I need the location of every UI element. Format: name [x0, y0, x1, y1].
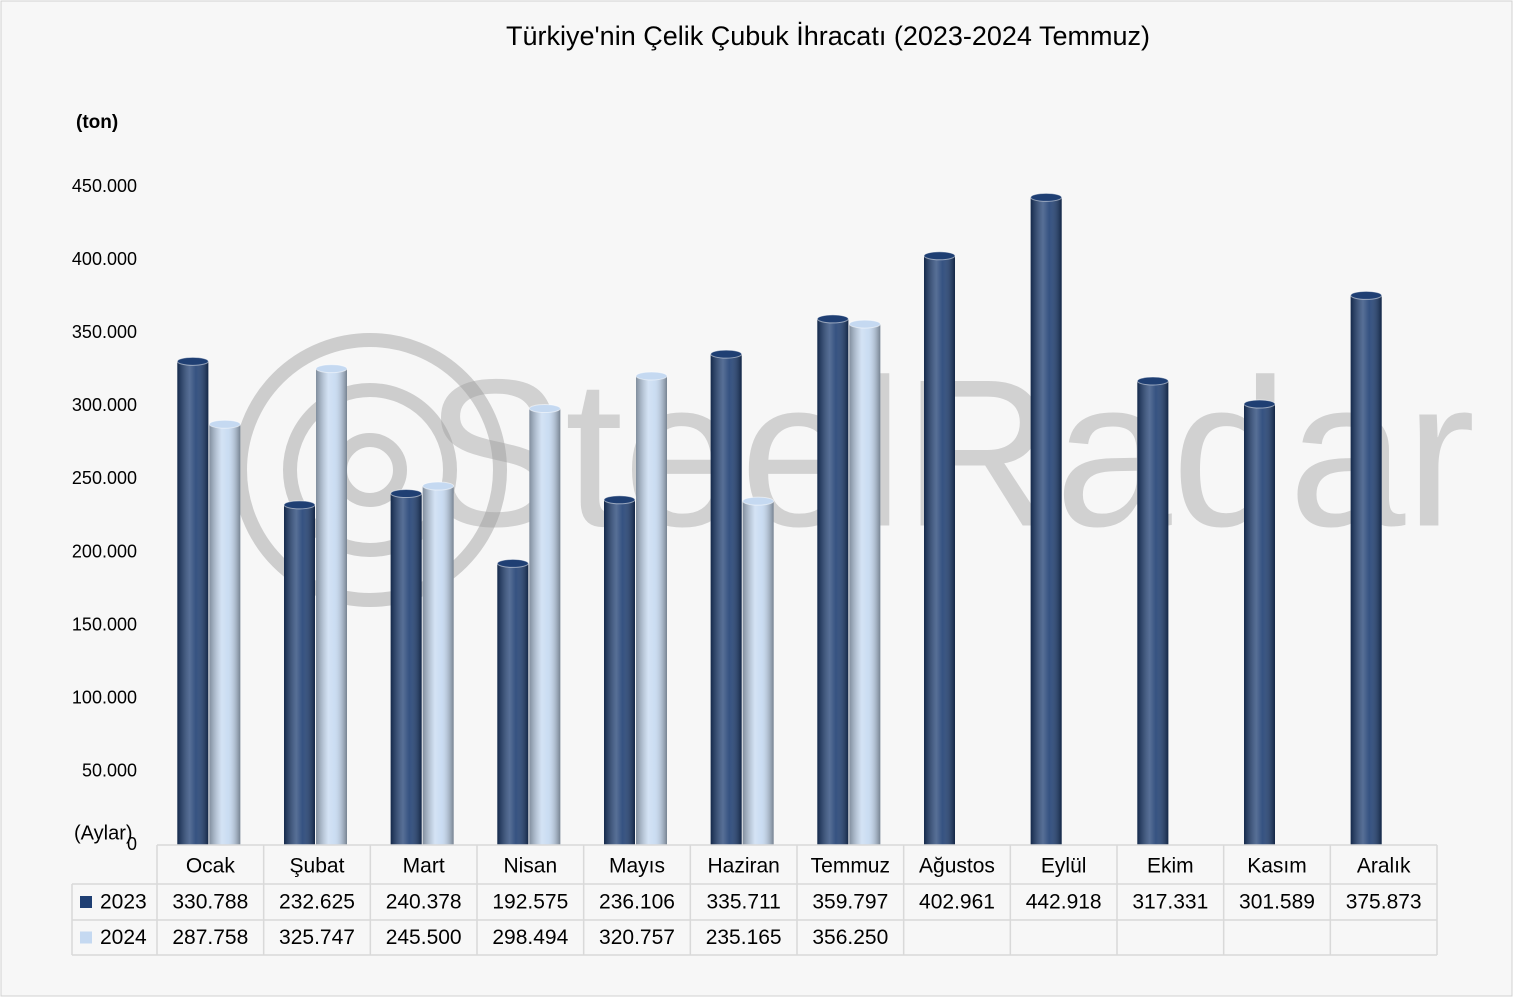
- bar-cap: [710, 349, 743, 359]
- bar-cap: [848, 319, 881, 329]
- bar-cap: [208, 419, 241, 429]
- bar-cap: [390, 489, 423, 499]
- data-label: 245.500: [386, 926, 462, 949]
- bar-shading: [1244, 404, 1275, 845]
- data-label: 240.378: [386, 891, 462, 914]
- y-tick-label: 50.000: [82, 761, 137, 781]
- chart-title: Türkiye'nin Çelik Çubuk İhracatı (2023-2…: [506, 20, 1150, 51]
- x-tick-label: Temmuz: [811, 855, 890, 878]
- x-tick-label: Mart: [403, 855, 445, 878]
- x-tick-label: Ekim: [1147, 855, 1194, 878]
- y-tick-label: 450.000: [72, 176, 137, 196]
- x-tick-label: Mayıs: [609, 855, 665, 878]
- data-label: 320.757: [599, 926, 675, 949]
- legend-swatch: [80, 931, 92, 944]
- bar-shading: [1137, 380, 1169, 845]
- bar-cap: [603, 495, 636, 505]
- bar-cap: [1136, 376, 1169, 386]
- bar-shading: [849, 324, 881, 845]
- legend-label: 2024: [100, 926, 147, 949]
- data-label: 236.106: [599, 891, 675, 914]
- bar-cap: [528, 404, 561, 414]
- y-tick-label: 300.000: [72, 395, 137, 415]
- bar-cap: [1030, 192, 1063, 202]
- bar-cap: [742, 496, 775, 506]
- bar-shading: [817, 318, 849, 845]
- bar-cap: [635, 371, 668, 381]
- bar-cap: [422, 481, 455, 491]
- bar-cap: [496, 558, 529, 568]
- y-tick-label: 150.000: [72, 614, 137, 634]
- legend-swatch: [80, 896, 92, 908]
- x-axis-label: (Aylar): [74, 822, 133, 844]
- x-tick-label: Ocak: [186, 855, 236, 878]
- data-label: 298.494: [492, 926, 568, 949]
- bar-shading: [529, 408, 561, 845]
- data-label: 330.788: [172, 891, 248, 914]
- bar-shading: [177, 361, 209, 845]
- x-tick-label: Nisan: [503, 855, 557, 878]
- data-label: 235.165: [706, 926, 782, 949]
- bar-shading: [1030, 197, 1062, 845]
- bar-shading: [710, 354, 742, 845]
- y-tick-label: 400.000: [72, 249, 137, 269]
- bar-cap: [315, 364, 348, 374]
- bar-shading: [209, 424, 241, 845]
- y-tick-label: 100.000: [72, 688, 137, 708]
- x-tick-label: Şubat: [290, 855, 345, 878]
- y-tick-label: 0: [127, 834, 137, 854]
- y-tick-label: 350.000: [72, 322, 137, 342]
- y-tick-label: 200.000: [72, 541, 137, 561]
- bar-shading: [604, 499, 635, 845]
- bar-shading: [924, 255, 955, 845]
- bar-cap: [283, 500, 316, 510]
- bar-shading: [742, 501, 774, 845]
- data-label: 359.797: [812, 891, 888, 914]
- x-tick-label: Eylül: [1041, 855, 1087, 878]
- data-label: 301.589: [1239, 891, 1315, 914]
- bar-cap: [176, 356, 209, 366]
- bar-cap: [1243, 399, 1276, 409]
- data-label: 375.873: [1346, 891, 1422, 914]
- y-axis-label: (ton): [76, 112, 118, 133]
- bar-shading: [1350, 295, 1382, 845]
- x-tick-label: Kasım: [1247, 855, 1307, 878]
- bar-shading: [316, 368, 347, 845]
- y-tick-label: 250.000: [72, 468, 137, 488]
- x-tick-label: Ağustos: [919, 855, 995, 878]
- data-label: 317.331: [1132, 891, 1208, 914]
- legend-label: 2023: [100, 891, 147, 914]
- bar-shading: [636, 375, 667, 845]
- bar-shading: [284, 504, 315, 845]
- bar-cap: [923, 251, 956, 261]
- bar-shading: [390, 493, 422, 845]
- data-label: 402.961: [919, 891, 995, 914]
- x-tick-label: Haziran: [707, 855, 779, 878]
- data-label: 232.625: [279, 891, 355, 914]
- bar-shading: [497, 563, 529, 845]
- data-label: 335.711: [706, 891, 780, 914]
- bar-cap: [1350, 290, 1383, 300]
- bar-shading: [422, 486, 454, 845]
- data-label: 356.250: [812, 926, 888, 949]
- data-label: 192.575: [492, 891, 568, 914]
- data-label: 442.918: [1026, 891, 1102, 914]
- data-label: 325.747: [279, 926, 355, 949]
- x-tick-label: Aralık: [1357, 855, 1411, 878]
- bar-cap: [816, 314, 849, 324]
- data-label: 287.758: [172, 926, 248, 949]
